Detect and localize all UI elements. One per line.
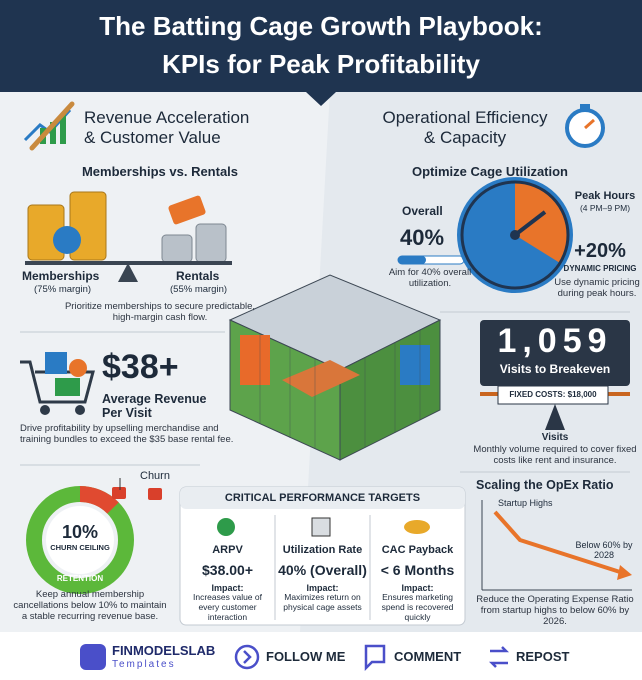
box-heading: CRITICAL PERFORMANCE TARGETS (224, 492, 421, 504)
caption: Prioritize memberships to secure predict… (64, 301, 256, 323)
label: Visits (541, 432, 569, 443)
card-value: < 6 Months (380, 562, 455, 578)
scoreboard-value: 1,059 (497, 322, 613, 360)
comment-button[interactable]: COMMENT (394, 649, 462, 664)
section-heading: & Customer Value (84, 128, 221, 147)
title: KPIs for Peak Profitability (162, 49, 480, 79)
kpi-value: 40% (400, 225, 445, 250)
ring-label: RETENTION (56, 574, 104, 583)
caption: Use dynamic pricing during peak hours. (554, 277, 640, 299)
label: Churn (140, 470, 170, 482)
card-impact: Impact: (211, 583, 244, 593)
subheading: Optimize Cage Utilization (411, 164, 568, 179)
card-text: Increases value of every customer intera… (193, 592, 262, 622)
card-text: Ensures marketing spend is recovered qui… (381, 592, 454, 622)
follow-button[interactable]: FOLLOW ME (266, 649, 346, 664)
label: Memberships (22, 269, 100, 283)
card-text: Maximizes return on physical cage assets (283, 592, 362, 612)
scoreboard-label: Visits to Breakeven (499, 362, 611, 376)
label: Startup Highs (498, 498, 553, 508)
caption: Monthly volume required to cover fixed c… (473, 444, 637, 466)
kpi-label: DYNAMIC PRICING (563, 264, 637, 273)
label: (75% margin) (34, 284, 92, 295)
subheading: Scaling the OpEx Ratio (476, 478, 614, 492)
card-title: ARPV (212, 544, 243, 556)
card-impact: Impact: (401, 583, 434, 593)
card-value: 40% (Overall) (278, 562, 367, 578)
kpi-value: +20% (574, 240, 626, 262)
section-heading: Revenue Acceleration (84, 108, 250, 127)
card-title: CAC Payback (381, 544, 454, 556)
repost-button[interactable]: REPOST (516, 649, 570, 664)
subheading: Memberships vs. Rentals (81, 164, 239, 179)
kpi-value: $38+ (102, 348, 179, 386)
section-heading: & Capacity (423, 128, 507, 147)
label: Overall (402, 204, 443, 218)
caption: Reduce the Operating Expense Ratio from … (476, 594, 634, 627)
section-heading: Operational Efficiency (382, 108, 548, 127)
brand: FINMODELSLAB (112, 643, 216, 658)
card-title: Utilization Rate (282, 544, 363, 556)
kpi-value: 10% (61, 522, 99, 542)
caption: Aim for 40% overall utilization. (388, 267, 472, 289)
brand-sub: Templates (112, 659, 176, 670)
caption: Keep annual membership cancellations bel… (13, 589, 167, 622)
label: Rentals (176, 269, 220, 283)
label: (4 PM–9 PM) (579, 203, 631, 213)
label: Below 60% by 2028 (575, 540, 633, 561)
card-impact: Impact: (306, 583, 339, 593)
label: Peak Hours (574, 190, 636, 202)
label: (55% margin) (170, 284, 228, 295)
kpi-label: Average Revenue Per Visit (102, 392, 207, 421)
kpi-label: CHURN CEILING (50, 543, 110, 552)
label: FIXED COSTS: $18,000 (509, 390, 597, 399)
card-value: $38.00+ (202, 562, 253, 578)
title: The Batting Cage Growth Playbook: (99, 11, 543, 41)
caption: Drive profitability by upselling merchan… (20, 423, 234, 445)
